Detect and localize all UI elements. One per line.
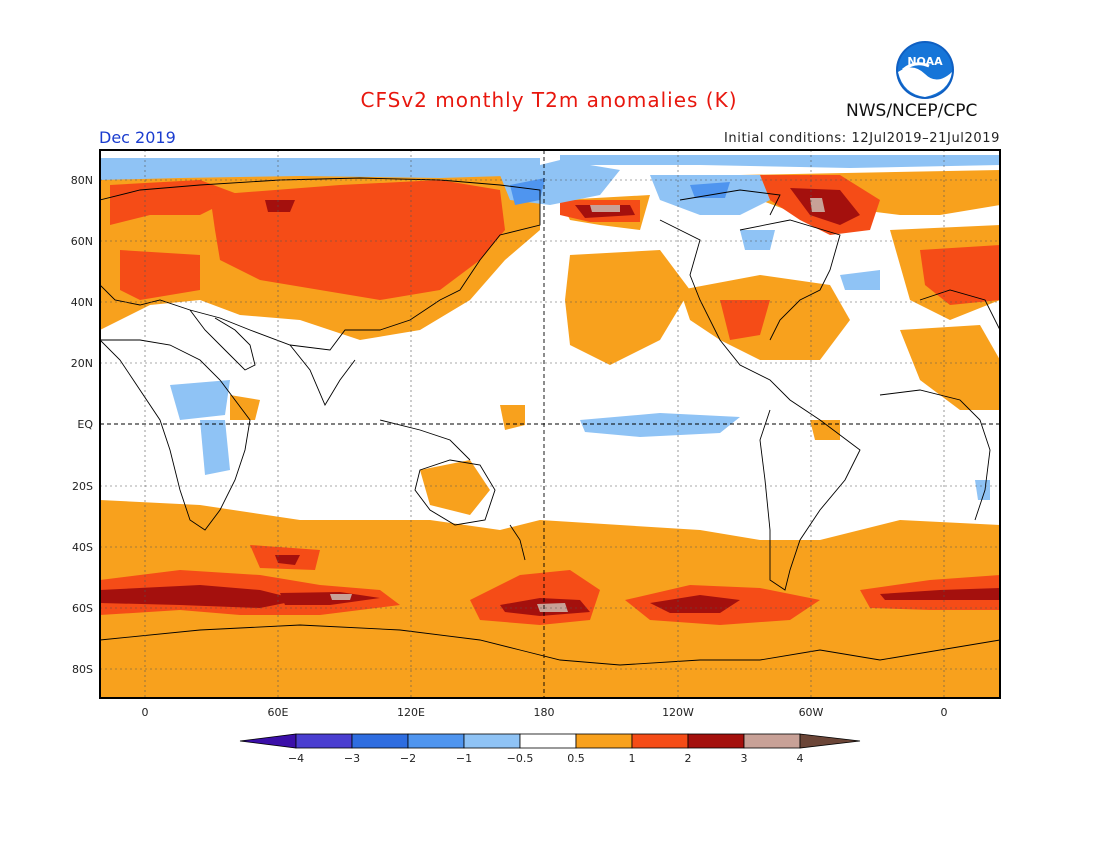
coastlines [100,177,1000,666]
anomaly-fill-cool1 [100,155,1000,500]
lat-axis: 80N 60N 40N 20N EQ 20S 40S 60S 80S [71,174,94,676]
legend-swatch [687,733,745,749]
lon-label: 0 [142,706,149,719]
legend-label: 3 [741,752,748,765]
chart-title: CFSv2 monthly T2m anomalies (K) [360,88,738,112]
legend-label: 0.5 [567,752,585,765]
graticule [100,150,1000,698]
lat-label: 80S [72,663,93,676]
lat-label: 20S [72,480,93,493]
lon-label: 120E [397,706,425,719]
forecast-month: Dec 2019 [99,128,176,147]
legend-label: 4 [797,752,804,765]
lat-label: EQ [77,418,93,431]
lat-label: 20N [71,357,93,370]
initial-conditions: Initial conditions: 12Jul2019–21Jul2019 [723,131,1000,146]
anomaly-fill-warm4 [330,198,825,612]
lon-label: 120W [662,706,694,719]
legend-label: −0.5 [507,752,534,765]
legend-swatch-below-min [239,733,297,749]
logo-text: NOAA [907,55,943,68]
noaa-logo-icon: NOAA [896,41,954,99]
lon-label: 180 [534,706,555,719]
color-legend [239,733,861,749]
legend-label: −1 [456,752,472,765]
anomaly-fill-cool2 [510,178,730,205]
lat-label: 60S [72,602,93,615]
legend-label: −4 [288,752,304,765]
legend-label: 1 [629,752,636,765]
legend-label: −3 [344,752,360,765]
legend-swatch-above-max [799,733,861,749]
legend-swatch [463,733,521,749]
map-area [100,150,1000,698]
equator-dateline [100,150,1000,698]
legend-labels: −4 −3 −2 −1 −0.5 0.5 1 2 3 4 [288,752,804,765]
legend-label: −2 [400,752,416,765]
legend-swatch [295,733,353,749]
lon-label: 60E [268,706,289,719]
lat-label: 40S [72,541,93,554]
legend-swatch [407,733,465,749]
lat-label: 80N [71,174,93,187]
legend-swatch [631,733,689,749]
legend-swatch [743,733,801,749]
legend-swatch [575,733,633,749]
lon-axis: 0 60E 120E 180 120W 60W 0 [142,706,948,719]
lat-label: 40N [71,296,93,309]
anomaly-fill-warm3 [100,188,1000,616]
lon-label: 60W [799,706,824,719]
map-frame [99,149,1001,699]
lat-label: 60N [71,235,93,248]
agency-label: NWS/NCEP/CPC [846,101,978,121]
legend-label: 2 [685,752,692,765]
legend-swatch [519,733,577,749]
legend-swatch [351,733,409,749]
lon-label: 0 [941,706,948,719]
